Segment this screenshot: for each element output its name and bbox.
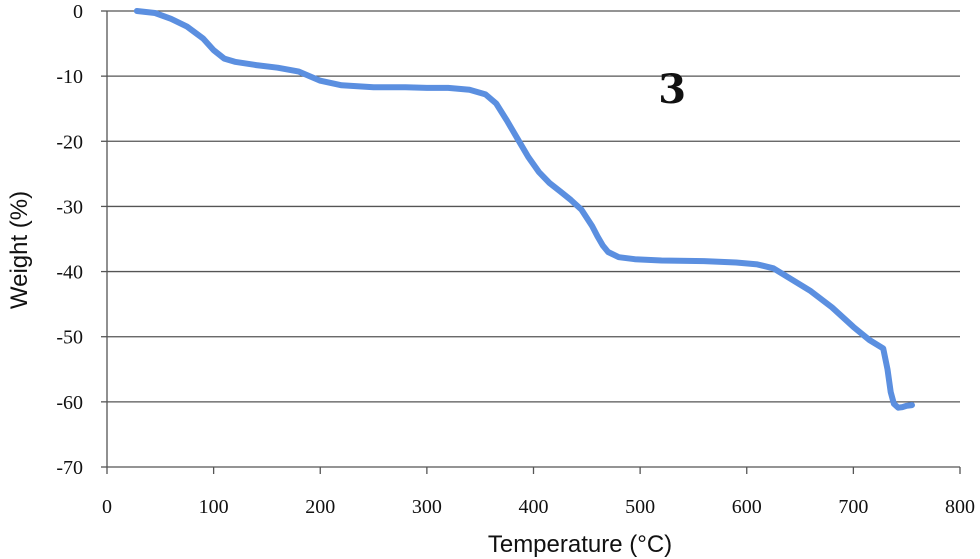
- y-tick-label: -70: [56, 457, 83, 479]
- series-layer: [133, 8, 915, 411]
- y-tick-label: -20: [56, 131, 83, 153]
- grid-layer: [107, 10, 960, 468]
- x-tick-label: 200: [305, 496, 335, 518]
- y-tick-label: -60: [56, 392, 83, 414]
- x-tick-label: 800: [945, 496, 975, 518]
- y-axis-title: Weight (%): [6, 191, 33, 309]
- y-tick-label: -30: [56, 196, 83, 218]
- series-line-1: [133, 8, 915, 411]
- x-tick-label: 0: [102, 496, 112, 518]
- x-tick-label: 300: [412, 496, 442, 518]
- x-tick-label: 400: [519, 496, 549, 518]
- annotation-label: 3: [658, 66, 686, 113]
- x-tick-label: 500: [625, 496, 655, 518]
- y-tick-label: 0: [73, 1, 83, 23]
- y-tick-label: -40: [56, 262, 83, 284]
- x-tick-label: 100: [199, 496, 229, 518]
- label-layer: 0 -10 -20 -30 -40 -50 -60 -70 0 100 200 300 400 500 60…: [56, 1, 975, 518]
- x-tick-label: 700: [838, 496, 868, 518]
- x-tick-label: 600: [732, 496, 762, 518]
- y-tick-label: -50: [56, 327, 83, 349]
- x-axis-title: Temperature (°C): [488, 531, 672, 558]
- y-tick-label: -10: [56, 66, 83, 88]
- axes-layer: [101, 10, 961, 474]
